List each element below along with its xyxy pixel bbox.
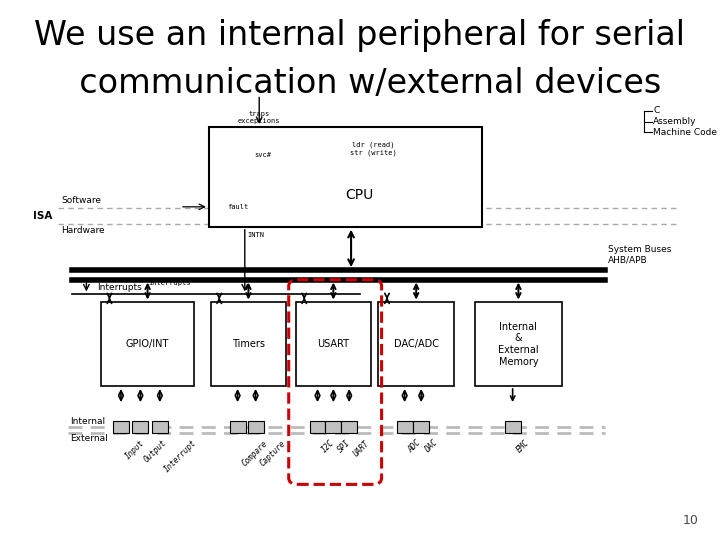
- Text: Compare: Compare: [240, 438, 269, 468]
- Text: Hardware: Hardware: [61, 226, 105, 235]
- Text: We use an internal peripheral for serial: We use an internal peripheral for serial: [35, 19, 685, 52]
- Text: CPU: CPU: [345, 188, 374, 202]
- Text: System Buses
AHB/APB: System Buses AHB/APB: [608, 245, 672, 265]
- Bar: [132, 421, 148, 433]
- Text: Internal: Internal: [71, 416, 106, 426]
- Text: ISA: ISA: [33, 211, 53, 221]
- Text: External: External: [71, 434, 108, 443]
- Bar: [210, 302, 287, 386]
- Text: ldr (read)
str (write): ldr (read) str (write): [350, 141, 396, 156]
- Text: DAC: DAC: [423, 438, 439, 455]
- Text: interrupts: interrupts: [148, 280, 191, 286]
- Bar: [101, 302, 194, 386]
- Text: SPI: SPI: [336, 438, 351, 455]
- Text: Capture: Capture: [258, 438, 287, 468]
- Text: traps
exceptions: traps exceptions: [238, 111, 281, 124]
- Bar: [379, 302, 454, 386]
- Bar: [248, 421, 264, 433]
- Bar: [341, 421, 357, 433]
- Bar: [310, 421, 325, 433]
- Text: UART: UART: [351, 438, 371, 458]
- Text: ADC: ADC: [407, 438, 423, 455]
- Text: USART: USART: [318, 339, 349, 349]
- Bar: [152, 421, 168, 433]
- Text: Software: Software: [61, 195, 102, 205]
- Bar: [296, 302, 372, 386]
- Text: Internal
&
External
Memory: Internal & External Memory: [498, 322, 539, 367]
- Bar: [230, 421, 246, 433]
- Text: Assembly: Assembly: [653, 117, 696, 126]
- Text: Interrupt: Interrupt: [162, 438, 198, 474]
- Text: communication w/external devices: communication w/external devices: [58, 68, 662, 100]
- Bar: [209, 127, 482, 227]
- Text: Machine Code: Machine Code: [653, 128, 717, 137]
- Bar: [325, 421, 341, 433]
- Text: EMC: EMC: [515, 438, 531, 455]
- Text: Output: Output: [143, 438, 168, 464]
- Text: Timers: Timers: [232, 339, 265, 349]
- Bar: [113, 421, 129, 433]
- Bar: [475, 302, 562, 386]
- Text: svc#: svc#: [254, 152, 271, 158]
- Text: I2C: I2C: [320, 438, 336, 455]
- Text: 10: 10: [683, 514, 698, 526]
- Bar: [413, 421, 429, 433]
- Text: C: C: [653, 106, 660, 115]
- Text: Interrupts: Interrupts: [97, 282, 142, 292]
- Bar: [397, 421, 413, 433]
- Text: GPIO/INT: GPIO/INT: [126, 339, 169, 349]
- Text: INTN: INTN: [247, 232, 264, 238]
- Text: fault: fault: [227, 204, 248, 210]
- Text: Input: Input: [123, 438, 146, 461]
- Bar: [505, 421, 521, 433]
- Text: DAC/ADC: DAC/ADC: [394, 339, 438, 349]
